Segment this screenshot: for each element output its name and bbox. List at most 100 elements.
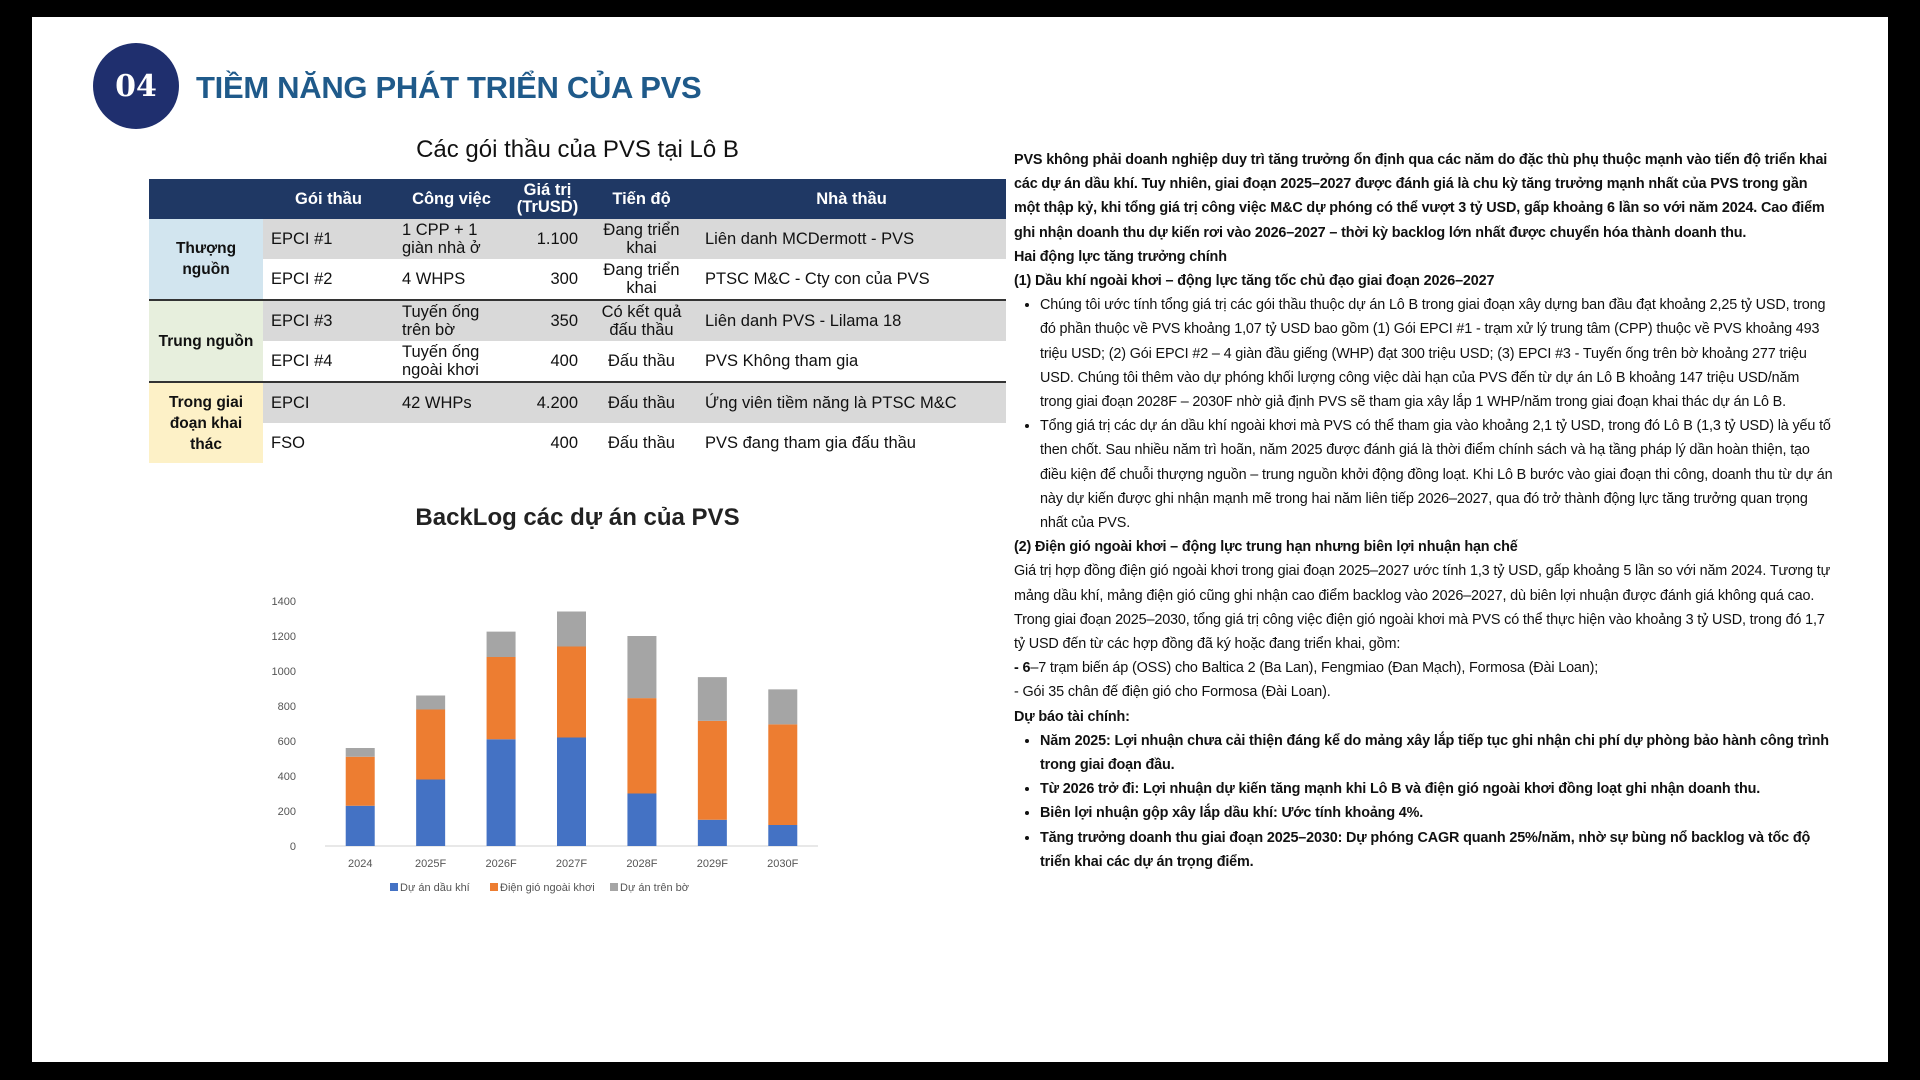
driver1-heading: (1) Dầu khí ngoài khơi – động lực tăng t… bbox=[1014, 273, 1495, 290]
package-cell: EPCI #3 bbox=[263, 299, 394, 341]
x-tick-label: 2026F bbox=[485, 858, 516, 870]
contractor-cell: PVS đang tham gia đấu thầu bbox=[697, 423, 1006, 463]
bar-segment bbox=[345, 805, 375, 846]
list-item: Từ 2026 trở đi: Lợi nhuận dự kiến tăng m… bbox=[1040, 777, 1834, 801]
y-tick-label: 800 bbox=[278, 701, 296, 713]
table-header-row: Gói thầu Công việc Giá trị (TrUSD) Tiến … bbox=[149, 179, 1006, 219]
column-header: Nhà thầu bbox=[697, 179, 1006, 219]
legend-label: Điện gió ngoài khơi bbox=[500, 882, 595, 894]
progress-cell: Đang triển khai bbox=[586, 219, 697, 259]
bar-segment bbox=[697, 819, 727, 846]
driver2-item: - 6–7 trạm biến áp (OSS) cho Baltica 2 (… bbox=[1014, 656, 1834, 680]
page-title: TIỀM NĂNG PHÁT TRIỂN CỦA PVS bbox=[196, 70, 702, 105]
progress-cell: Có kết quả đấu thầu bbox=[586, 299, 697, 341]
intro-paragraph: PVS không phải doanh nghiệp duy trì tăng… bbox=[1014, 152, 1828, 241]
bar-segment bbox=[416, 695, 446, 710]
item-text: –7 trạm biến áp (OSS) cho Baltica 2 (Ba … bbox=[1030, 660, 1599, 677]
y-tick-label: 600 bbox=[278, 736, 296, 748]
bar-segment bbox=[557, 646, 586, 738]
bar-segment bbox=[627, 636, 657, 699]
table-row: FSO 400 Đấu thầu PVS đang tham gia đấu thầu bbox=[149, 423, 1006, 463]
group-label: Trong giai đoạn khai thác bbox=[149, 381, 263, 463]
table-row: EPCI #2 4 WHPS 300 Đang triển khai PTSC M&C … bbox=[149, 259, 1006, 300]
column-header bbox=[149, 179, 263, 219]
bar-segment bbox=[557, 737, 586, 846]
package-cell: EPCI #1 bbox=[263, 219, 394, 259]
legend-swatch bbox=[390, 883, 398, 891]
driver2-item: - Gói 35 chân đế điện gió cho Formosa (Đ… bbox=[1014, 684, 1331, 701]
y-tick-label: 200 bbox=[278, 806, 296, 818]
bar-segment bbox=[486, 631, 516, 657]
x-tick-label: 2024 bbox=[348, 858, 372, 870]
bid-packages-table: Gói thầu Công việc Giá trị (TrUSD) Tiến … bbox=[149, 179, 1006, 463]
table-row: Trung nguồn EPCI #3 Tuyến ống trên bờ 350 Có… bbox=[149, 299, 1006, 382]
column-header: Gói thầu bbox=[263, 179, 394, 219]
bar-segment bbox=[345, 756, 375, 806]
bar-segment bbox=[416, 709, 446, 780]
analysis-text: PVS không phải doanh nghiệp duy trì tăng… bbox=[1014, 148, 1834, 874]
work-cell: Tuyến ống ngoài khơi bbox=[394, 341, 509, 382]
bar-segment bbox=[486, 657, 516, 740]
contractor-cell: PTSC M&C - Cty con của PVS bbox=[697, 259, 1006, 300]
table-title: Các gói thầu của PVS tại Lô B bbox=[416, 136, 739, 163]
table-row: Trong giai đoạn khai thác EPCI 42 WHPs 4.20… bbox=[149, 381, 1006, 463]
y-tick-label: 1200 bbox=[272, 631, 296, 643]
group-label: Thượng nguồn bbox=[149, 219, 263, 300]
value-cell: 300 bbox=[509, 259, 586, 300]
column-header: Công việc bbox=[394, 179, 509, 219]
contractor-cell: Ứng viên tiềm năng là PTSC M&C bbox=[697, 381, 1006, 423]
column-header: Tiến độ bbox=[586, 179, 697, 219]
list-item: Chúng tôi ước tính tổng giá trị các gói … bbox=[1040, 293, 1834, 414]
driver2-body: Giá trị hợp đồng điện gió ngoài khơi tro… bbox=[1014, 563, 1831, 653]
progress-cell: Đấu thầu bbox=[586, 341, 697, 382]
section-number-badge: 04 bbox=[93, 43, 179, 129]
package-cell: EPCI #2 bbox=[263, 259, 394, 300]
contractor-cell: PVS Không tham gia bbox=[697, 341, 1006, 382]
work-cell: 42 WHPs bbox=[394, 381, 509, 423]
legend-swatch bbox=[490, 883, 498, 891]
bar-segment bbox=[768, 825, 798, 846]
y-tick-label: 1000 bbox=[272, 666, 296, 678]
legend-label: Dự án trên bờ bbox=[620, 882, 689, 894]
value-cell: 400 bbox=[509, 423, 586, 463]
bar-segment bbox=[627, 793, 657, 846]
progress-cell: Đấu thầu bbox=[586, 423, 697, 463]
bar-segment bbox=[557, 611, 586, 647]
forecast-heading: Dự báo tài chính: bbox=[1014, 708, 1130, 725]
bar-segment bbox=[697, 677, 727, 721]
list-item: Tổng giá trị các dự án dầu khí ngoài khơ… bbox=[1040, 414, 1834, 535]
contractor-cell: Liên danh MCDermott - PVS bbox=[697, 219, 1006, 259]
bar-segment bbox=[768, 689, 798, 725]
package-cell: EPCI #4 bbox=[263, 341, 394, 382]
y-tick-label: 0 bbox=[290, 841, 296, 853]
work-cell: 4 WHPS bbox=[394, 259, 509, 300]
column-header: Giá trị (TrUSD) bbox=[509, 179, 586, 219]
y-tick-label: 1400 bbox=[272, 596, 296, 608]
legend-label: Dự án dầu khí bbox=[400, 882, 470, 894]
drivers-heading: Hai động lực tăng trưởng chính bbox=[1014, 248, 1227, 265]
backlog-chart: 0 200 400 600 800 1000 1200 1400 2024 2025F 2026F 2… bbox=[272, 596, 818, 894]
package-cell: FSO bbox=[263, 423, 394, 463]
bar-segment bbox=[486, 739, 516, 846]
item-prefix: - 6 bbox=[1014, 660, 1031, 677]
contractor-cell: Liên danh PVS - Lilama 18 bbox=[697, 299, 1006, 341]
x-tick-label: 2030F bbox=[767, 858, 798, 870]
forecast-list: Năm 2025: Lợi nhuận chưa cải thiện đáng … bbox=[1014, 729, 1834, 874]
x-tick-label: 2025F bbox=[415, 858, 446, 870]
list-item: Tăng trưởng doanh thu giai đoạn 2025–203… bbox=[1040, 826, 1834, 874]
value-cell: 4.200 bbox=[509, 381, 586, 423]
group-label: Trung nguồn bbox=[149, 299, 263, 382]
x-tick-label: 2027F bbox=[556, 858, 587, 870]
x-tick-label: 2028F bbox=[626, 858, 657, 870]
work-cell bbox=[394, 423, 509, 463]
progress-cell: Đang triển khai bbox=[586, 259, 697, 300]
driver1-list: Chúng tôi ước tính tổng giá trị các gói … bbox=[1014, 293, 1834, 535]
value-cell: 400 bbox=[509, 341, 586, 382]
list-item: Năm 2025: Lợi nhuận chưa cải thiện đáng … bbox=[1040, 729, 1834, 777]
list-item: Biên lợi nhuận gộp xây lắp dầu khí: Ước … bbox=[1040, 801, 1834, 825]
bar-segment bbox=[697, 720, 727, 820]
legend-swatch bbox=[610, 883, 618, 891]
bar-segment bbox=[627, 698, 657, 794]
value-cell: 350 bbox=[509, 299, 586, 341]
